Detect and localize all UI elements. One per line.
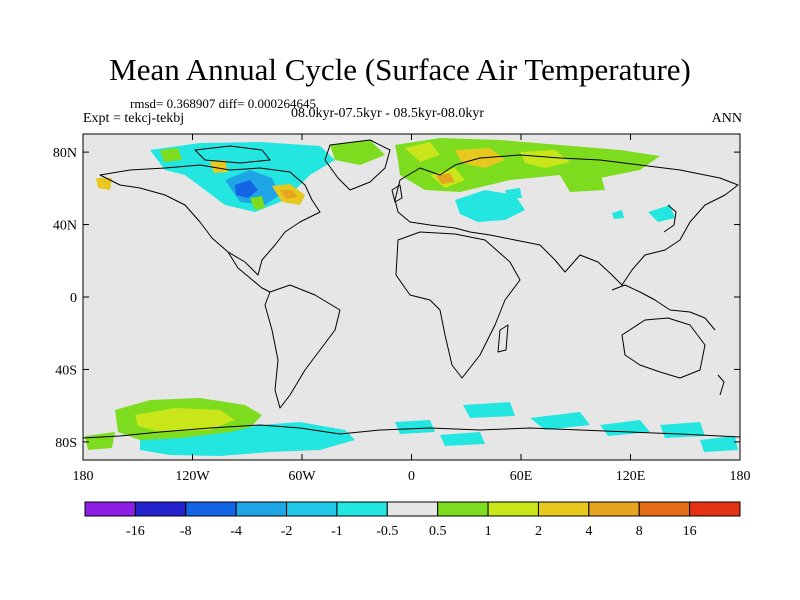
longitude-labels: 180 120W 60W 0 60E 120E 180 bbox=[73, 469, 751, 484]
anomaly-patch-cyan bbox=[463, 402, 515, 418]
coastline-madagascar bbox=[497, 324, 509, 353]
colorbar-label: 0.5 bbox=[429, 524, 447, 539]
colorbar-swatch bbox=[588, 501, 640, 517]
anomaly-patch-cyan bbox=[505, 188, 522, 198]
colorbar-label: -16 bbox=[126, 524, 145, 539]
colorbar-label: 2 bbox=[535, 524, 542, 539]
lon-tick-label: 180 bbox=[73, 469, 94, 484]
anomaly-patch-yellow bbox=[135, 408, 235, 432]
experiment-text: Expt = tekcj-tekbj bbox=[83, 111, 185, 126]
lat-tick-label: 40S bbox=[55, 363, 77, 378]
lat-tick-label: 80S bbox=[55, 436, 77, 451]
colorbar-swatch bbox=[689, 501, 741, 517]
coastline-southeast-asia bbox=[611, 284, 716, 331]
latitude-labels: 80N 40N 0 40S 80S bbox=[53, 146, 77, 451]
anomaly-patch-cyan bbox=[395, 420, 435, 434]
axis-ticks bbox=[82, 134, 741, 460]
colorbar-label: 4 bbox=[585, 524, 592, 539]
colorbar-labels: -16 -8 -4 -2 -1 -0.5 0.5 1 2 4 8 16 bbox=[126, 524, 697, 539]
lon-tick-label: 60E bbox=[510, 469, 533, 484]
coastline-uk bbox=[391, 184, 403, 203]
anomaly-patch-orange bbox=[436, 173, 455, 184]
colorbar-swatch bbox=[537, 501, 590, 517]
anomaly-patch-cyan bbox=[140, 422, 355, 456]
coastline-south-america bbox=[264, 284, 341, 409]
colorbar-label: 1 bbox=[485, 524, 492, 539]
plot-title: Mean Annual Cycle (Surface Air Temperatu… bbox=[109, 52, 691, 87]
anomaly-patch-cyan bbox=[455, 190, 525, 222]
colorbar-swatch bbox=[84, 501, 136, 517]
lon-tick-label: 120E bbox=[616, 469, 646, 484]
anomaly-patch-cyan bbox=[612, 210, 624, 219]
coastline-new-zealand bbox=[717, 374, 725, 396]
colorbar-label: -0.5 bbox=[376, 524, 398, 539]
lon-tick-label: 120W bbox=[175, 469, 210, 484]
anomaly-patch-cyan bbox=[700, 436, 738, 452]
anomaly-patch-green bbox=[560, 172, 605, 192]
anomaly-patch-green bbox=[330, 140, 385, 165]
anomaly-patch-green bbox=[160, 148, 182, 162]
anomaly-patch-yellow bbox=[96, 178, 112, 190]
colorbar-label: 16 bbox=[683, 524, 697, 539]
anomaly-patch-cyan bbox=[530, 412, 590, 430]
colorbar-swatch bbox=[638, 501, 691, 517]
colorbar-label: -4 bbox=[230, 524, 242, 539]
coastline-africa bbox=[395, 231, 521, 379]
colorbar-swatch bbox=[134, 501, 187, 517]
colorbar-swatch bbox=[386, 501, 439, 517]
colorbar-swatch bbox=[185, 501, 237, 517]
anomaly-patch-cyan bbox=[440, 432, 485, 446]
colorbar-label: -8 bbox=[180, 524, 192, 539]
lat-tick-label: 0 bbox=[70, 291, 77, 306]
colorbar-swatch bbox=[487, 501, 539, 517]
colorbar-swatch bbox=[336, 501, 388, 517]
anomaly-patch-yellow bbox=[210, 160, 228, 173]
anomaly-patch-green bbox=[250, 196, 265, 210]
anomaly-patch-orange bbox=[280, 190, 298, 199]
coastline-europe-asia bbox=[394, 154, 739, 286]
coastline-arctic-islands bbox=[194, 145, 271, 164]
lat-tick-label: 40N bbox=[53, 219, 77, 234]
coastline-greenland bbox=[324, 139, 391, 191]
colorbar-swatch bbox=[235, 501, 288, 517]
anomaly-patch-cyan bbox=[648, 205, 675, 222]
anomaly-patch-cyan bbox=[300, 148, 330, 170]
period-text: 08.0kyr-07.5kyr - 08.5kyr-08.0kyr bbox=[291, 106, 485, 121]
colorbar-swatch bbox=[437, 501, 489, 517]
coastline-north-america bbox=[99, 164, 321, 276]
coastline-japan bbox=[663, 204, 677, 233]
coastline-australia bbox=[621, 317, 706, 379]
stats-text: rmsd= 0.368907 diff= 0.000264645 bbox=[130, 96, 316, 111]
anomaly-patch-blue bbox=[235, 180, 258, 198]
colorbar-label: -2 bbox=[281, 524, 293, 539]
coastline-central-america bbox=[227, 251, 271, 293]
lon-tick-label: 0 bbox=[408, 469, 415, 484]
colorbar-label: 8 bbox=[636, 524, 643, 539]
coastline-antarctica bbox=[83, 424, 740, 439]
lat-tick-label: 80N bbox=[53, 146, 77, 161]
anomaly-fields bbox=[85, 138, 738, 456]
season-label: ANN bbox=[711, 111, 742, 126]
lon-tick-label: 60W bbox=[288, 469, 316, 484]
anomaly-patch-yellow bbox=[520, 150, 570, 168]
colorbar-swatch bbox=[286, 501, 338, 517]
colorbar bbox=[84, 501, 741, 517]
coastlines bbox=[83, 139, 740, 439]
lon-tick-label: 180 bbox=[730, 469, 751, 484]
colorbar-label: -1 bbox=[331, 524, 343, 539]
anomaly-patch-yellow bbox=[405, 142, 440, 162]
